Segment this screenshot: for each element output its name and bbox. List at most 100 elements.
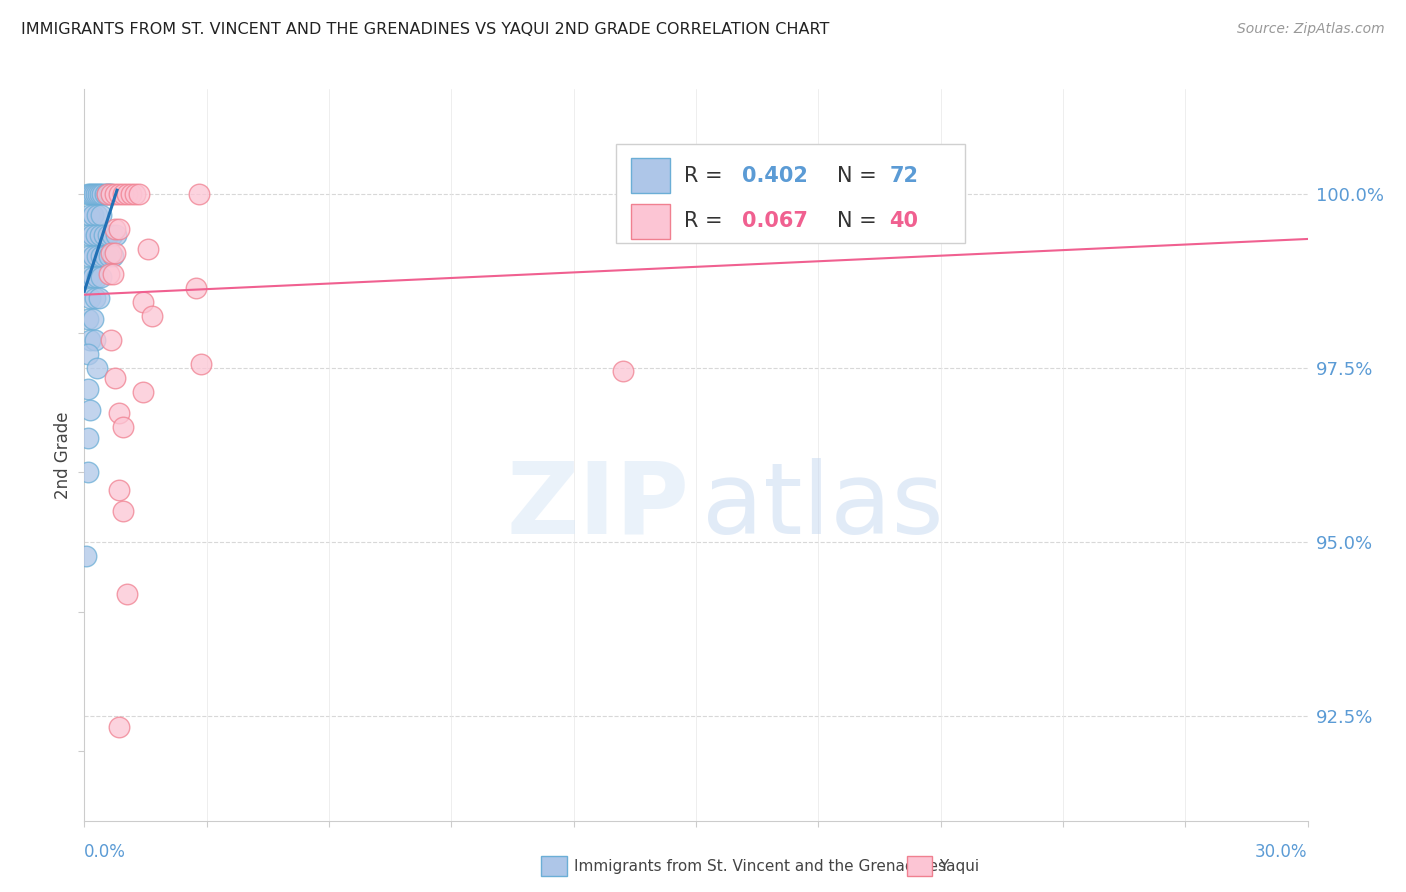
Point xyxy=(128,186,150,201)
Point xyxy=(77,249,100,263)
Text: 0.0%: 0.0% xyxy=(84,843,127,861)
Text: Immigrants from St. Vincent and the Grenadines: Immigrants from St. Vincent and the Gren… xyxy=(574,859,946,873)
Point xyxy=(75,549,97,563)
Point xyxy=(86,360,108,375)
Point xyxy=(79,402,101,417)
Point xyxy=(120,186,142,201)
Point xyxy=(96,186,118,201)
Point xyxy=(100,333,122,347)
Point xyxy=(101,228,124,243)
Y-axis label: 2nd Grade: 2nd Grade xyxy=(53,411,72,499)
Point xyxy=(97,249,120,263)
Point xyxy=(100,186,122,201)
Text: Yaqui: Yaqui xyxy=(939,859,980,873)
Point xyxy=(612,364,634,378)
Point xyxy=(87,186,110,201)
Text: N =: N = xyxy=(837,211,883,231)
Point xyxy=(79,333,101,347)
Bar xyxy=(631,158,671,194)
Point xyxy=(112,503,135,517)
Text: 40: 40 xyxy=(889,211,918,231)
Text: IMMIGRANTS FROM ST. VINCENT AND THE GRENADINES VS YAQUI 2ND GRADE CORRELATION CH: IMMIGRANTS FROM ST. VINCENT AND THE GREN… xyxy=(21,22,830,37)
Point xyxy=(108,221,131,235)
Point xyxy=(82,208,104,222)
Point xyxy=(187,186,209,201)
Point xyxy=(77,430,100,444)
Point xyxy=(141,309,163,323)
Point xyxy=(77,347,100,361)
Point xyxy=(79,186,101,201)
Point xyxy=(190,357,212,371)
Point xyxy=(89,228,111,243)
Point xyxy=(77,270,100,285)
Point xyxy=(86,270,108,285)
Point xyxy=(76,186,98,201)
Point xyxy=(77,228,100,243)
Point xyxy=(93,249,117,263)
Point xyxy=(79,291,101,305)
Point xyxy=(104,371,127,385)
Point xyxy=(83,186,105,201)
Point xyxy=(93,186,117,201)
Point xyxy=(112,186,135,201)
Point xyxy=(132,385,155,400)
Text: 0.067: 0.067 xyxy=(742,211,808,231)
Point xyxy=(83,333,105,347)
Point xyxy=(87,291,110,305)
Point xyxy=(86,249,108,263)
Point xyxy=(104,221,127,235)
Point xyxy=(132,294,155,309)
Point xyxy=(108,186,131,201)
Point xyxy=(82,249,104,263)
Point xyxy=(77,382,100,396)
FancyBboxPatch shape xyxy=(616,144,965,243)
Text: R =: R = xyxy=(683,211,728,231)
Point xyxy=(186,281,208,295)
Point xyxy=(105,228,128,243)
Point xyxy=(124,186,146,201)
Point xyxy=(97,267,120,281)
Point xyxy=(100,246,122,260)
Bar xyxy=(631,203,671,239)
Point xyxy=(86,208,108,222)
Point xyxy=(108,720,131,734)
Point xyxy=(77,312,100,326)
Point xyxy=(80,228,103,243)
Point xyxy=(80,186,103,201)
Point xyxy=(100,186,122,201)
Point xyxy=(84,228,107,243)
Point xyxy=(101,249,124,263)
Point xyxy=(90,186,112,201)
Text: 0.402: 0.402 xyxy=(742,166,808,186)
Point xyxy=(82,312,104,326)
Point xyxy=(90,249,112,263)
Point xyxy=(112,420,135,434)
Text: ZIP: ZIP xyxy=(508,458,690,555)
Point xyxy=(77,208,100,222)
Point xyxy=(90,208,112,222)
Point xyxy=(104,186,127,201)
Point xyxy=(97,186,120,201)
Text: Source: ZipAtlas.com: Source: ZipAtlas.com xyxy=(1237,22,1385,37)
Point xyxy=(108,406,131,420)
Point xyxy=(77,466,100,480)
Point xyxy=(108,483,131,497)
Point xyxy=(82,270,104,285)
Point xyxy=(115,587,138,601)
Point xyxy=(101,267,124,281)
Point xyxy=(83,291,105,305)
Point xyxy=(104,246,127,260)
Text: R =: R = xyxy=(683,166,728,186)
Text: 72: 72 xyxy=(889,166,918,186)
Point xyxy=(93,228,115,243)
Point xyxy=(90,270,112,285)
Text: atlas: atlas xyxy=(702,458,943,555)
Point xyxy=(97,228,120,243)
Point xyxy=(84,186,107,201)
Point xyxy=(89,186,111,201)
Point xyxy=(136,243,159,257)
Text: N =: N = xyxy=(837,166,883,186)
Point xyxy=(96,186,118,201)
Text: 30.0%: 30.0% xyxy=(1256,843,1308,861)
Point xyxy=(115,186,138,201)
